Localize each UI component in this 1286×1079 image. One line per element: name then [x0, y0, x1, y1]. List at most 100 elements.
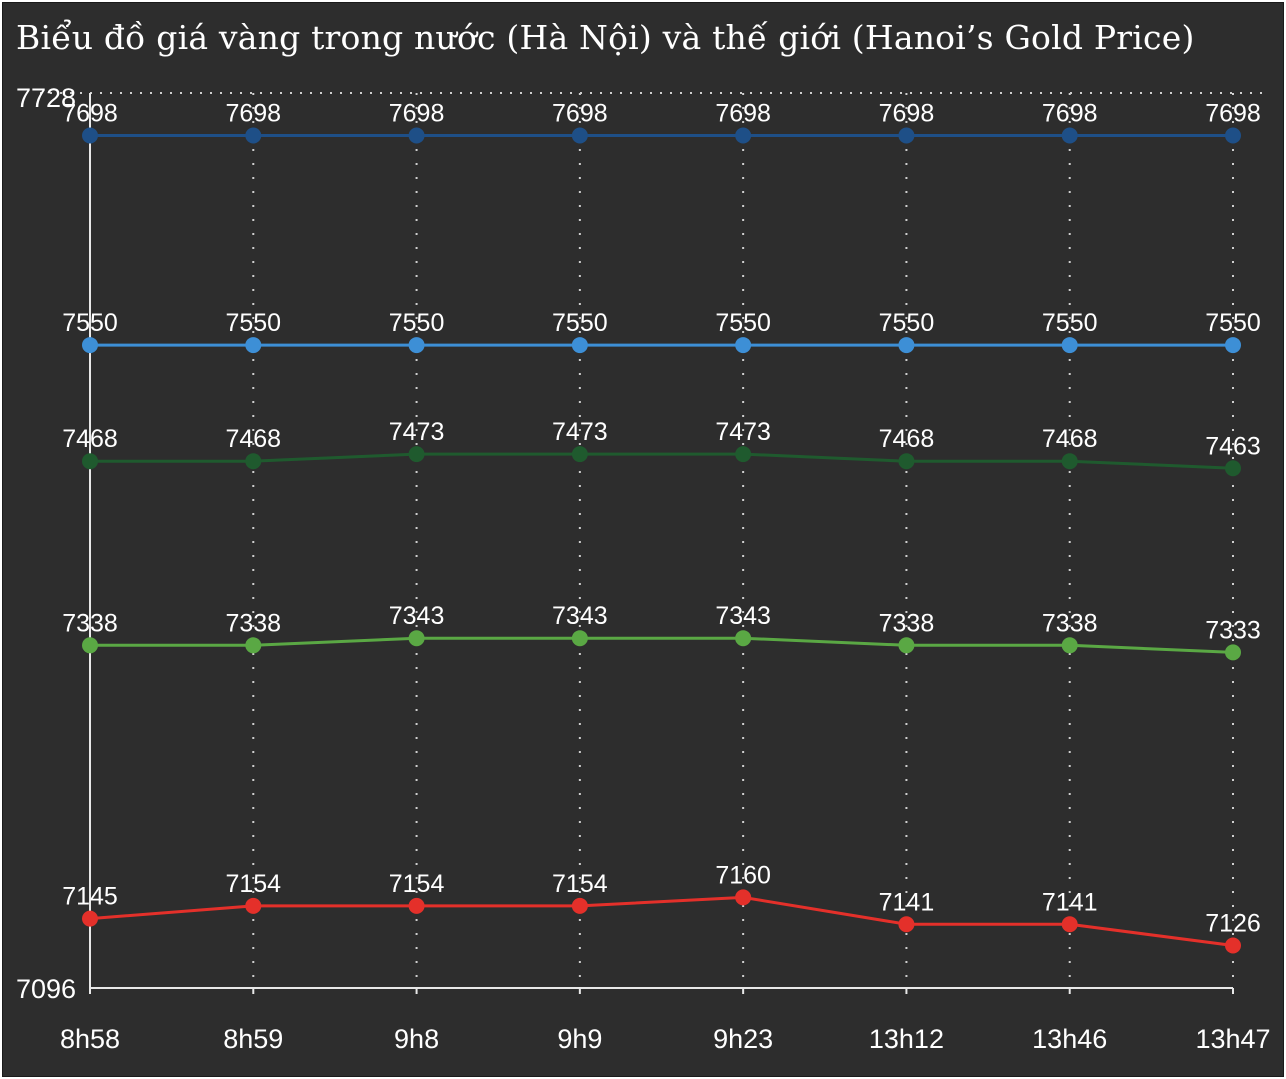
data-label: 7338 [879, 609, 935, 637]
data-point [245, 637, 262, 654]
data-label: 7698 [225, 99, 281, 127]
y-tick-label: 7096 [16, 974, 76, 1004]
data-point [571, 337, 588, 354]
data-label: 7154 [552, 870, 608, 898]
data-point [82, 337, 98, 354]
data-point [408, 127, 425, 144]
data-label: 7550 [552, 309, 608, 337]
data-label: 7333 [1205, 616, 1261, 644]
gridlines [40, 92, 1270, 988]
data-point [571, 630, 588, 647]
data-point [1225, 460, 1241, 477]
data-point [1225, 127, 1241, 144]
data-label: 7338 [225, 609, 281, 637]
data-label: 7698 [62, 99, 118, 127]
data-label: 7145 [62, 883, 118, 911]
data-point [1061, 916, 1078, 933]
data-point [82, 910, 98, 927]
data-label: 7141 [1042, 888, 1098, 916]
data-label: 7468 [1042, 425, 1098, 453]
data-label: 7338 [1042, 609, 1098, 637]
x-tick-label: 13h12 [869, 1024, 944, 1054]
data-point [1061, 127, 1078, 144]
data-label: 7463 [1205, 432, 1261, 460]
data-point [571, 897, 588, 914]
data-point [245, 127, 262, 144]
data-label: 7154 [389, 870, 445, 898]
x-tick-label: 13h46 [1032, 1024, 1107, 1054]
series-line [90, 452, 1234, 470]
data-point [1061, 637, 1078, 654]
data-label: 7473 [389, 418, 445, 446]
data-label: 7154 [225, 870, 281, 898]
data-point [82, 637, 98, 654]
data-point [571, 446, 588, 463]
data-point [1225, 937, 1241, 954]
x-tick-label: 9h9 [557, 1024, 602, 1054]
data-label: 7343 [715, 602, 771, 630]
data-label: 7550 [1042, 309, 1098, 337]
data-label: 7698 [1205, 99, 1261, 127]
data-point [898, 127, 915, 144]
data-label: 7473 [715, 418, 771, 446]
data-point [245, 897, 262, 914]
series-group [82, 127, 1241, 954]
data-label: 7473 [552, 418, 608, 446]
data-point [408, 446, 425, 463]
y-tick-label: 7728 [16, 83, 76, 113]
data-label: 7550 [389, 309, 445, 337]
data-point [408, 897, 425, 914]
data-label: 7550 [1205, 309, 1261, 337]
data-point [898, 916, 915, 933]
data-point [245, 453, 262, 470]
x-tick-label: 8h58 [60, 1024, 120, 1054]
x-tick-label: 9h8 [394, 1024, 439, 1054]
data-point [735, 127, 752, 144]
data-label: 7338 [62, 609, 118, 637]
axes: 7728 7096 8h58 8h59 9h8 9h9 9h23 13h12 13h46 13h4… [16, 83, 1271, 1054]
data-label: 7698 [552, 99, 608, 127]
data-point [735, 337, 752, 354]
data-point [571, 127, 588, 144]
data-point [898, 637, 915, 654]
data-label: 7141 [879, 888, 935, 916]
data-point [735, 630, 752, 647]
data-label: 7698 [715, 99, 771, 127]
data-label: 7550 [225, 309, 281, 337]
series-line [89, 895, 1234, 948]
data-point [898, 453, 915, 470]
series-line [90, 636, 1234, 654]
chart-title: Biểu đồ giá vàng trong nước (Hà Nội) và … [16, 18, 1195, 57]
x-tick-label: 13h47 [1195, 1024, 1270, 1054]
data-label: 7343 [389, 602, 445, 630]
data-labels: 7698 7698 7698 7698 7698 7698 7698 7698 7550 7550… [62, 99, 1261, 937]
data-point [1061, 453, 1078, 470]
data-label: 7550 [62, 309, 118, 337]
data-point [408, 337, 425, 354]
data-point [1225, 337, 1241, 354]
data-point [1225, 644, 1241, 661]
data-label: 7126 [1205, 910, 1261, 938]
data-label: 7468 [225, 425, 281, 453]
data-point [735, 446, 752, 463]
data-point [898, 337, 915, 354]
data-label: 7698 [1042, 99, 1098, 127]
data-point [1061, 337, 1078, 354]
data-label: 7698 [389, 99, 445, 127]
data-point [735, 889, 752, 906]
data-label: 7160 [715, 861, 771, 889]
data-label: 7468 [879, 425, 935, 453]
x-tick-label: 9h23 [713, 1024, 773, 1054]
data-label: 7550 [879, 309, 935, 337]
data-point [245, 337, 262, 354]
data-point [82, 453, 98, 470]
data-label: 7468 [62, 425, 118, 453]
data-label: 7550 [715, 309, 771, 337]
data-label: 7343 [552, 602, 608, 630]
data-point [82, 127, 98, 144]
x-tick-label: 8h59 [223, 1024, 283, 1054]
data-point [408, 630, 425, 647]
data-label: 7698 [879, 99, 935, 127]
